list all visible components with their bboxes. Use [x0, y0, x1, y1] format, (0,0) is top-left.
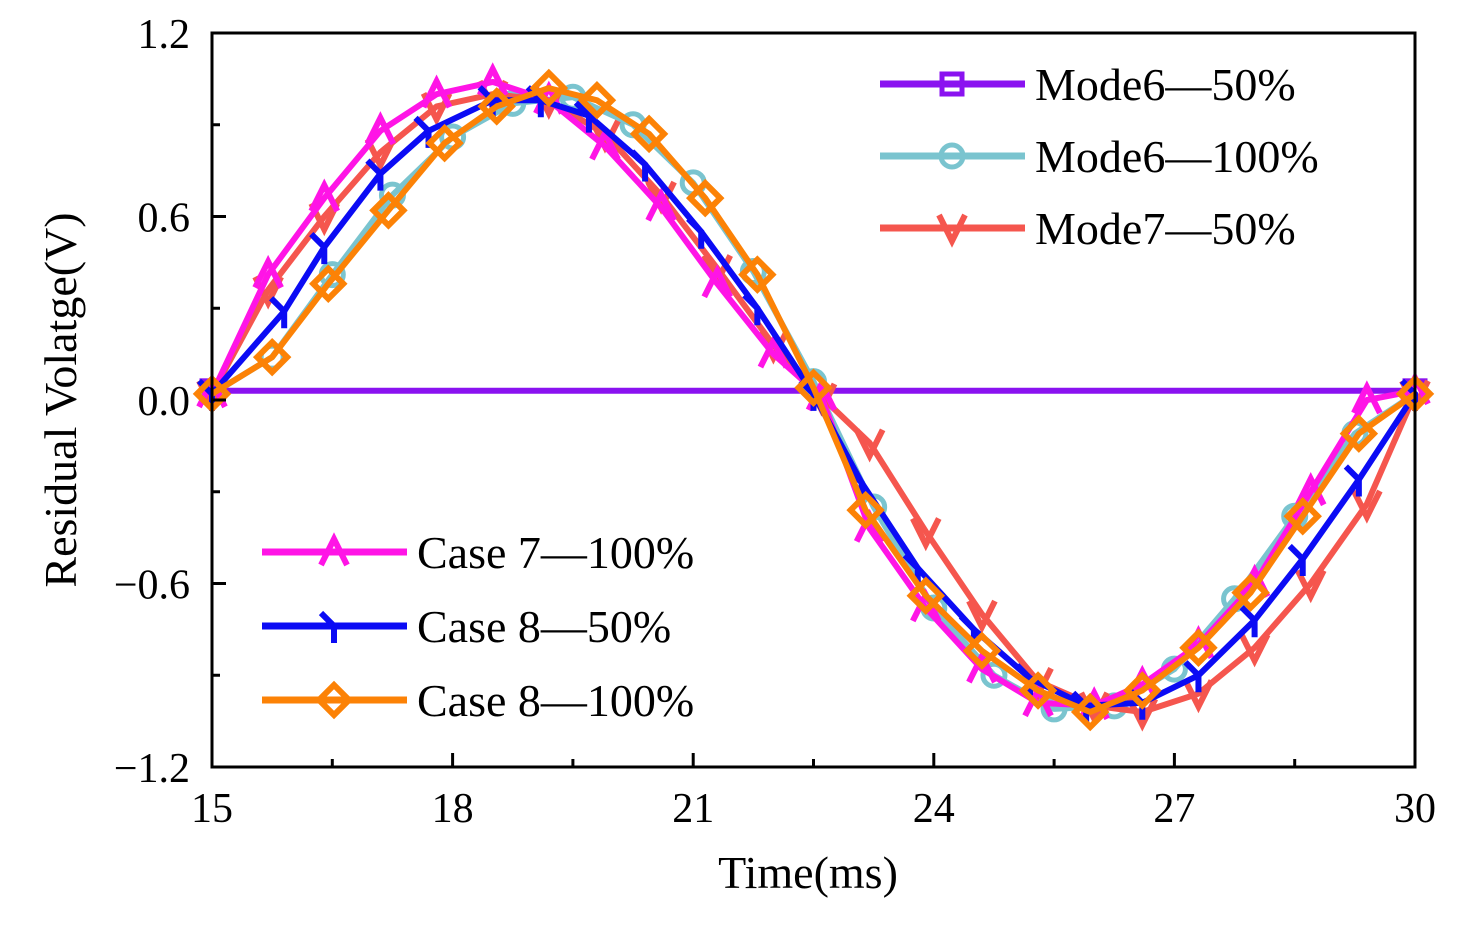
legend-label-mode6-50: Mode6—50% [1035, 59, 1296, 110]
data-point-case-7-100 [477, 62, 509, 97]
x-tick-label: 15 [191, 786, 233, 832]
data-point-case-8-100 [846, 490, 885, 530]
data-point-mode7-50 [1126, 697, 1159, 732]
data-point-mode7-50 [1295, 569, 1327, 604]
y-tick-label: −0.6 [114, 563, 190, 609]
data-point-case-8-50 [1239, 605, 1258, 638]
legend-entry-mode7-50: Mode7—50% [880, 203, 1296, 254]
data-point-case-8-100 [1018, 671, 1058, 710]
data-point-mode6-100 [980, 661, 1008, 689]
data-point-case-8-100 [425, 123, 464, 163]
legend-entry-mode6-100: Mode6—100% [880, 131, 1319, 182]
data-point-case-7-100 [645, 187, 677, 222]
data-point-case-7-100 [701, 264, 733, 299]
data-point-case-8-100 [1123, 671, 1162, 710]
legend-marker-case-7-100 [318, 532, 350, 567]
data-point-case-8-50 [686, 216, 705, 249]
data-point-case-8-50 [629, 149, 649, 182]
x-tick-label: 18 [432, 786, 474, 832]
data-point-mode7-50 [364, 137, 397, 172]
legend-marker-case-8-50 [318, 610, 337, 643]
data-point-case-8-100 [629, 114, 669, 154]
legend-marker-mode7-50 [936, 213, 968, 248]
data-point-case-8-50 [1014, 663, 1034, 696]
data-point-mode7-50 [853, 428, 886, 463]
data-point-case-8-100 [477, 87, 516, 126]
data-point-mode7-50 [966, 599, 998, 634]
data-point-case-8-100 [1231, 573, 1270, 612]
ticks-layer: 15 18 21 24 27 30 −1.2 −0.6 0.0 0.6 1.2 [114, 12, 1436, 832]
legend-bottom-left: Case 7—100% Case 8—50% Case 8—100% [262, 527, 694, 726]
data-point-case-8-50 [1287, 543, 1306, 577]
data-point-case-8-100 [1339, 414, 1379, 453]
data-point-mode7-50 [1351, 489, 1383, 524]
legend-entry-case-7-100: Case 7—100% [262, 527, 694, 578]
legend-label-case-7-100: Case 7—100% [417, 527, 694, 578]
series-layer [192, 62, 1435, 732]
y-tick-label: −1.2 [114, 746, 190, 792]
data-point-case-8-50 [1183, 660, 1202, 693]
data-point-case-8-100 [309, 264, 348, 304]
data-point-case-8-100 [529, 68, 569, 108]
legend-entry-case-8-50: Case 8—50% [262, 601, 671, 652]
data-point-case-8-50 [1343, 464, 1362, 497]
data-point-mode7-50 [1238, 633, 1271, 668]
data-point-case-8-100 [577, 81, 617, 120]
legend-entry-mode6-50: Mode6—50% [880, 59, 1296, 110]
legend-label-case-8-50: Case 8—50% [417, 601, 671, 652]
data-point-case-8-50 [269, 296, 288, 329]
x-axis-title: Time(ms) [718, 847, 898, 898]
legend-top-right: Mode6—50% Mode6—100% Mode7—50% [880, 59, 1319, 254]
data-point-case-8-50 [365, 158, 384, 191]
data-point-case-8-100 [1179, 628, 1218, 667]
x-tick-label: 24 [913, 786, 955, 832]
y-tick-label: 1.2 [138, 12, 191, 58]
legend-label-case-8-100: Case 8—100% [417, 675, 694, 726]
legend-marker-mode6-50 [939, 71, 965, 97]
legend-marker-case-8-100 [314, 680, 354, 720]
legend-entry-case-8-100: Case 8—100% [262, 675, 694, 726]
series-line-case-8-100 [210, 85, 1417, 715]
data-point-case-7-100 [966, 649, 998, 684]
legend-label-mode6-100: Mode6—100% [1035, 131, 1319, 182]
y-tick-label: 0.0 [138, 379, 191, 425]
data-point-mode7-50 [910, 517, 942, 552]
data-point-case-8-50 [573, 100, 592, 133]
data-point-case-7-100 [757, 334, 790, 369]
data-point-case-8-50 [742, 293, 761, 326]
y-axis-title: Residual Volatge(V) [35, 212, 86, 587]
data-point-case-8-100 [1283, 496, 1322, 536]
legend-marker-mode6-100 [938, 142, 966, 170]
data-point-case-8-100 [906, 576, 946, 615]
data-point-case-8-100 [252, 337, 292, 377]
x-tick-label: 21 [672, 786, 714, 832]
y-tick-label: 0.6 [138, 196, 191, 242]
legend-label-mode7-50: Mode7—50% [1035, 203, 1296, 254]
data-point-case-8-100 [962, 631, 1002, 671]
data-point-case-7-100 [308, 178, 340, 213]
data-point-case-7-100 [1351, 380, 1383, 415]
data-point-case-7-100 [364, 111, 397, 146]
data-point-case-7-100 [252, 254, 284, 289]
x-tick-label: 27 [1153, 786, 1195, 832]
series-case-8-100 [192, 68, 1435, 732]
data-point-mode7-50 [1182, 679, 1215, 714]
data-point-case-8-50 [1071, 690, 1090, 723]
data-point-case-8-100 [369, 191, 408, 230]
x-tick-label: 30 [1394, 786, 1436, 832]
data-point-case-7-100 [420, 74, 453, 109]
data-point-case-8-100 [794, 368, 833, 408]
data-point-case-8-100 [685, 178, 725, 218]
data-point-case-8-100 [1070, 692, 1110, 732]
data-point-case-8-100 [738, 255, 777, 294]
data-point-case-8-50 [309, 231, 328, 265]
